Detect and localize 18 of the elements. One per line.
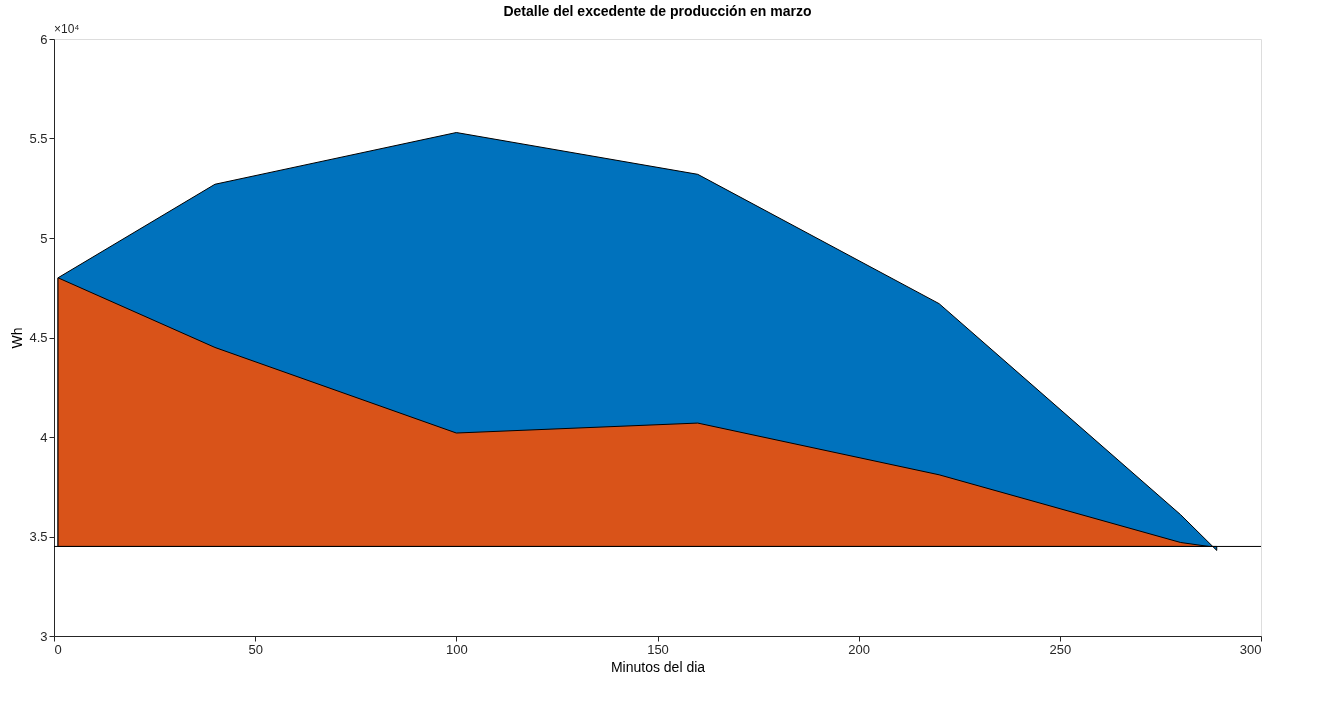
y-tick-label: 5.5 — [29, 131, 48, 146]
y-tick-label: 3 — [40, 628, 48, 644]
y-axis-title: Wh — [9, 327, 26, 349]
y-tick-label: 4 — [40, 429, 48, 445]
x-axis-title: Minutos del dia — [610, 658, 706, 675]
x-tick-label: 250 — [1049, 641, 1072, 657]
x-tick-label: 150 — [647, 641, 669, 657]
chart-title: Detalle del excedente de producción en marzo — [503, 3, 812, 19]
x-tick-label: 300 — [1239, 641, 1262, 657]
y-tick-label: 5 — [40, 230, 48, 246]
x-tick-label: 50 — [248, 641, 263, 657]
x-tick-label: 100 — [445, 641, 468, 657]
y-tick-label: 3.5 — [29, 529, 48, 544]
y-tick-label: 4.5 — [29, 330, 48, 345]
x-tick-label: 0 — [54, 641, 62, 657]
y-tick-label: 6 — [40, 31, 48, 47]
text: ×10⁴ — [54, 22, 80, 36]
x-tick-label: 200 — [848, 641, 871, 657]
